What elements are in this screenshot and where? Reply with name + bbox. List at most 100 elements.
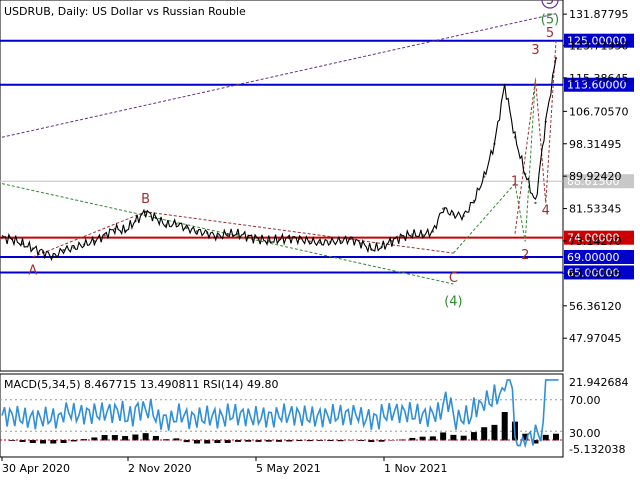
price-point[interactable] xyxy=(441,207,445,210)
wave-label-6: 3 xyxy=(531,43,539,58)
level-label-1: 113.60000 xyxy=(567,79,627,92)
price-point[interactable] xyxy=(534,201,537,205)
wave-line-impulse xyxy=(453,77,536,254)
indicator-tick-label-0: 21.942684 xyxy=(569,376,629,389)
price-point[interactable] xyxy=(513,136,517,139)
macd-bar xyxy=(522,433,529,441)
price-point[interactable] xyxy=(329,240,332,244)
price-point[interactable] xyxy=(0,236,4,239)
price-point[interactable] xyxy=(247,235,250,238)
wave-label-5: 2 xyxy=(521,248,529,263)
price-point[interactable] xyxy=(380,245,383,249)
price-point[interactable] xyxy=(205,231,209,235)
price-point[interactable] xyxy=(52,255,55,258)
macd-bar xyxy=(224,440,231,443)
macd-bar xyxy=(532,440,539,444)
macd-bar xyxy=(347,440,354,441)
wave-label-7: 4 xyxy=(542,204,550,219)
price-point[interactable] xyxy=(154,216,158,220)
price-point[interactable] xyxy=(390,239,394,243)
macd-bar xyxy=(111,435,118,441)
price-point[interactable] xyxy=(370,248,373,251)
price-point[interactable] xyxy=(359,242,363,245)
price-point[interactable] xyxy=(472,199,476,203)
price-point[interactable] xyxy=(72,246,76,249)
indicator-series xyxy=(0,379,563,449)
price-point[interactable] xyxy=(31,247,34,250)
price-point[interactable] xyxy=(524,172,527,176)
price-point[interactable] xyxy=(62,248,65,252)
price-point[interactable] xyxy=(185,226,188,230)
price-point[interactable] xyxy=(277,238,281,241)
price-point[interactable] xyxy=(298,237,301,241)
macd-bar xyxy=(419,436,426,441)
macd-bar xyxy=(296,440,303,442)
level-badge-3 xyxy=(564,230,634,245)
price-point[interactable] xyxy=(41,250,45,254)
price-point[interactable] xyxy=(349,237,353,241)
price-point[interactable] xyxy=(82,243,86,246)
price-point[interactable] xyxy=(236,232,240,236)
price-point[interactable] xyxy=(226,233,229,236)
price-point[interactable] xyxy=(318,241,322,244)
macd-bar xyxy=(440,432,447,441)
price-point[interactable] xyxy=(482,175,486,178)
time-tick-label-0: 30 Apr 2020 xyxy=(2,462,70,475)
macd-bar xyxy=(542,434,549,441)
price-tick-label-3: 106.70570 xyxy=(569,105,629,118)
price-point[interactable] xyxy=(411,233,414,236)
price-point[interactable] xyxy=(339,239,342,243)
wave-label-9: (5) xyxy=(541,12,559,27)
level-badge-1 xyxy=(564,77,634,92)
price-point[interactable] xyxy=(11,238,14,241)
indicator-tick-label-1: 70.00 xyxy=(569,394,601,407)
price-point[interactable] xyxy=(164,224,168,227)
main-plot-area[interactable] xyxy=(0,0,564,372)
price-point[interactable] xyxy=(431,230,435,233)
price-point[interactable] xyxy=(21,242,24,246)
price-point[interactable] xyxy=(257,237,260,241)
macd-bar xyxy=(378,440,385,442)
price-point[interactable] xyxy=(175,222,178,225)
price-point[interactable] xyxy=(123,229,127,232)
price-point[interactable] xyxy=(144,210,147,213)
macd-bar xyxy=(183,440,190,443)
macd-bar xyxy=(501,412,508,441)
macd-bar xyxy=(173,438,180,441)
price-point[interactable] xyxy=(195,230,199,233)
price-point[interactable] xyxy=(93,239,96,243)
price-point[interactable] xyxy=(493,142,496,146)
price-point[interactable] xyxy=(103,234,106,237)
price-point[interactable] xyxy=(113,227,117,230)
price-point[interactable] xyxy=(544,120,547,124)
macd-bar xyxy=(40,440,47,444)
indicator-label: MACD(5,34,5) 8.467715 13.490811 RSI(14) … xyxy=(4,378,278,391)
rsi-line[interactable] xyxy=(1,379,559,449)
macd-bar xyxy=(60,440,67,444)
wave-label-2: C xyxy=(449,271,458,286)
macd-bar xyxy=(368,440,375,443)
price-point[interactable] xyxy=(503,83,506,87)
price-point[interactable] xyxy=(308,240,311,243)
wave-label-8: 5 xyxy=(546,26,554,41)
macd-bar xyxy=(450,434,457,441)
price-point[interactable] xyxy=(400,235,404,238)
level-label-4: 69.00000 xyxy=(567,251,620,264)
price-point[interactable] xyxy=(134,219,137,223)
price-point[interactable] xyxy=(267,239,270,243)
price-point[interactable] xyxy=(216,234,219,238)
level-label-3: 74.00000 xyxy=(567,232,620,245)
macd-bar xyxy=(255,440,262,442)
price-point[interactable] xyxy=(462,214,465,218)
price-point[interactable] xyxy=(554,56,558,60)
price-point[interactable] xyxy=(421,233,424,237)
macd-bar xyxy=(19,440,26,442)
macd-bar xyxy=(214,440,221,444)
macd-bar xyxy=(429,436,436,441)
price-point[interactable] xyxy=(452,213,455,216)
indicator-plot-area[interactable] xyxy=(0,373,564,458)
axes: 131.87795 123.71950 115.38645 106.70570 98.3… xyxy=(1,8,629,475)
price-point[interactable] xyxy=(288,236,291,240)
